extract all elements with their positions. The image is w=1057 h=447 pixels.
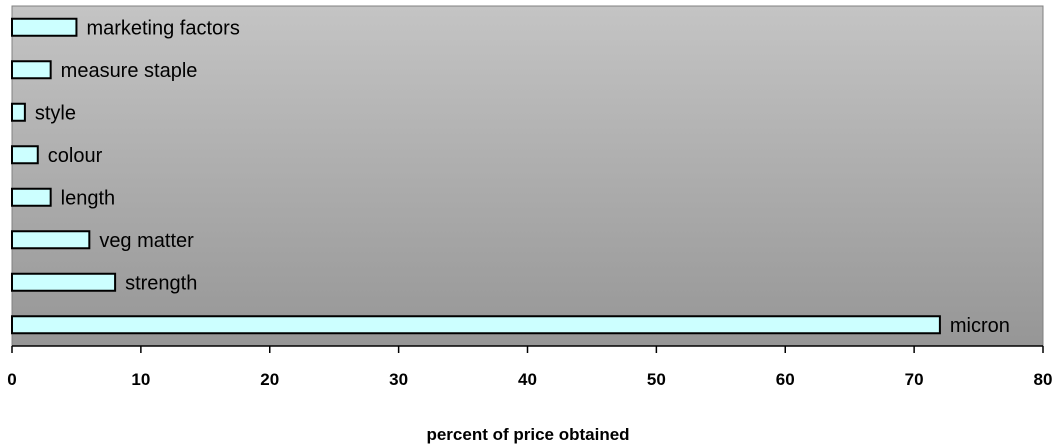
bar-label-colour: colour <box>48 145 103 167</box>
bar-marketing-factors <box>11 17 78 37</box>
bar-label-marketing-factors: marketing factors <box>86 17 239 39</box>
bar-label-micron: micron <box>950 315 1010 337</box>
x-tick-label-40: 40 <box>518 370 537 389</box>
x-tick-label-30: 30 <box>389 370 408 389</box>
bar-colour <box>11 145 39 165</box>
bar-label-veg-matter: veg matter <box>99 230 194 252</box>
bar-micron <box>11 315 941 335</box>
x-tick-label-80: 80 <box>1034 370 1053 389</box>
x-tick-label-0: 0 <box>7 370 16 389</box>
plot-area <box>11 5 1044 347</box>
x-tick-label-50: 50 <box>647 370 666 389</box>
x-axis-ticks: 0 10 20 30 40 50 60 70 80 <box>7 346 1052 389</box>
bar-label-strength: strength <box>125 272 197 294</box>
x-axis-title: percent of price obtained <box>426 425 629 444</box>
x-tick-label-20: 20 <box>260 370 279 389</box>
bars: marketing factors measure staple style colo… <box>11 17 1010 337</box>
bar-veg-matter <box>11 230 91 250</box>
x-tick-label-70: 70 <box>905 370 924 389</box>
bar-label-style: style <box>35 102 76 124</box>
bar-strength <box>11 272 117 292</box>
bar-style <box>11 102 26 122</box>
x-tick-label-10: 10 <box>131 370 150 389</box>
bar-measure-staple <box>11 60 52 80</box>
bar-label-measure-staple: measure staple <box>61 60 198 82</box>
x-tick-label-60: 60 <box>776 370 795 389</box>
bar-length <box>11 187 52 207</box>
bar-label-length: length <box>61 187 116 209</box>
